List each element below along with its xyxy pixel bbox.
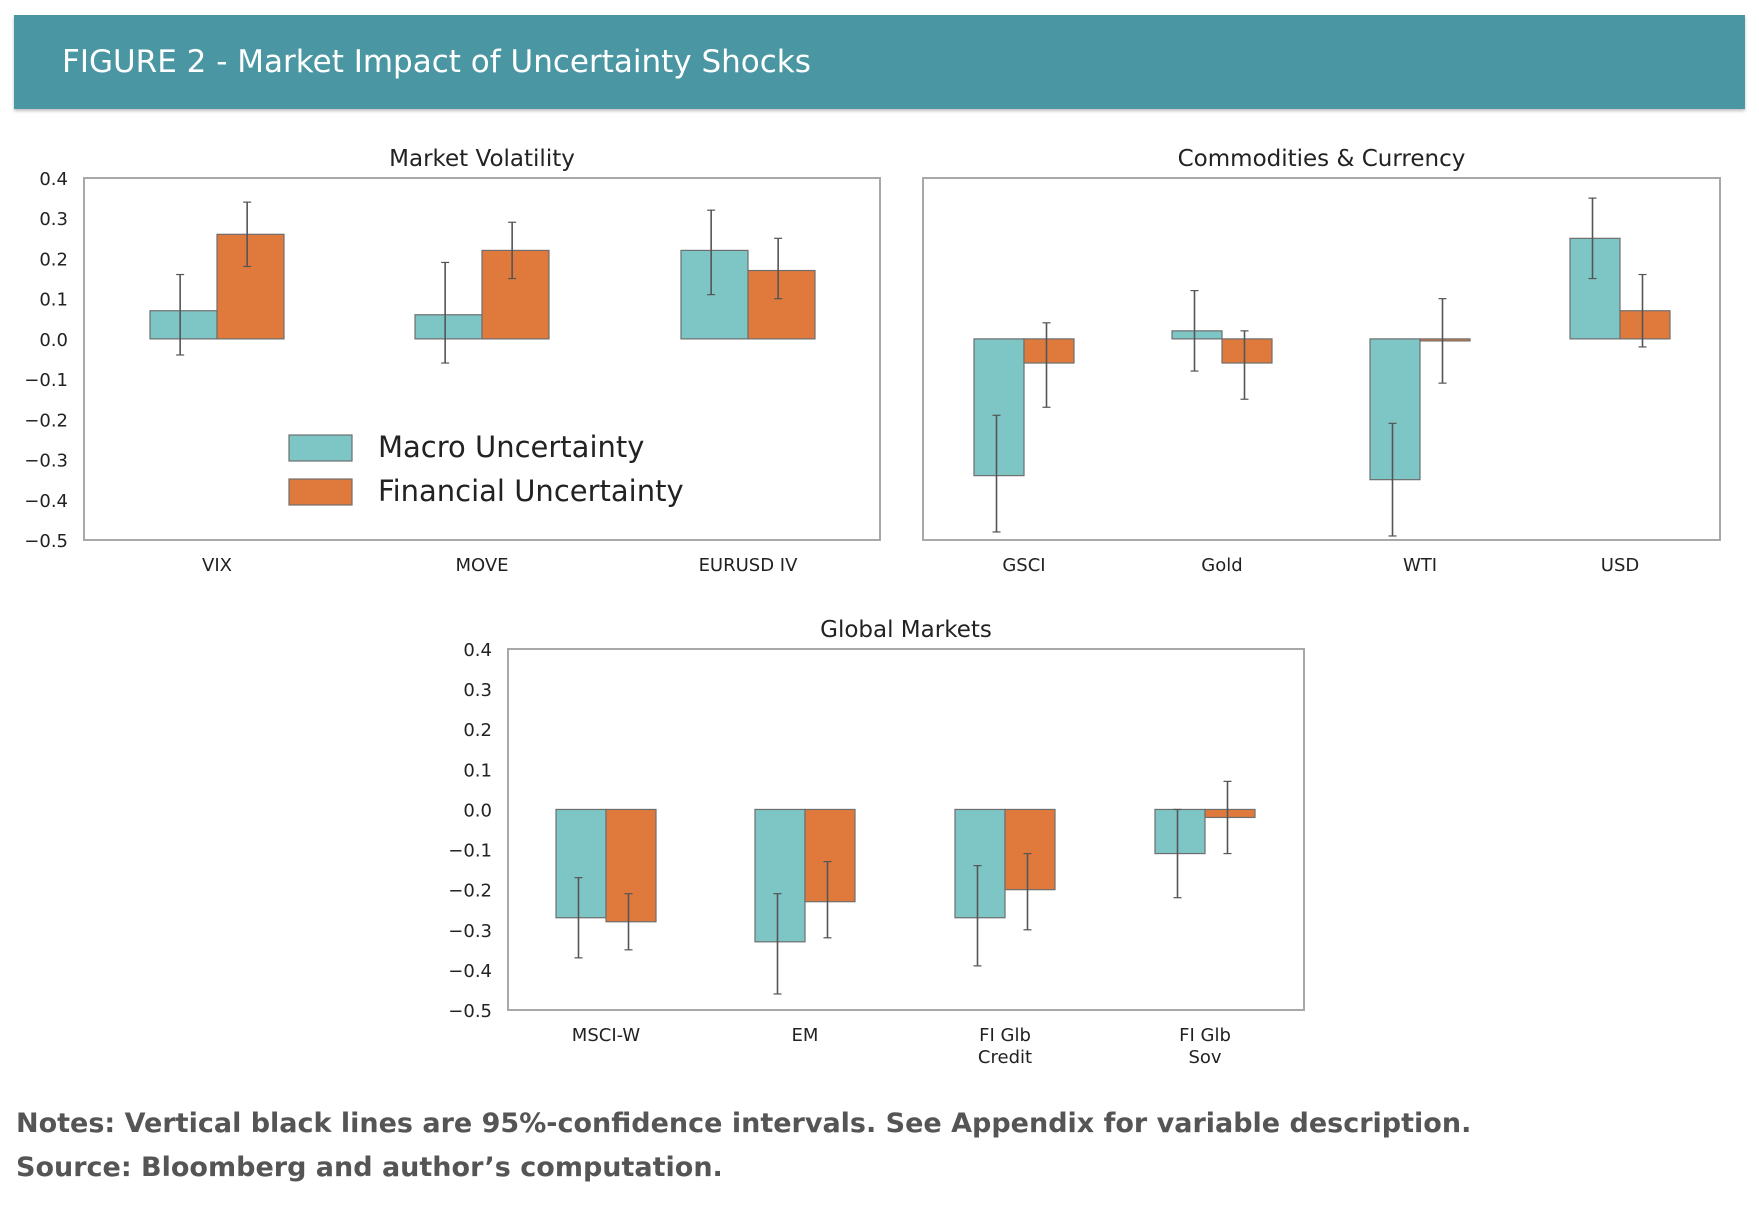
y-tick-label: 0.4	[39, 169, 68, 190]
legend-label-1: Financial Uncertainty	[378, 474, 684, 508]
y-tick-label: 0.1	[39, 290, 68, 311]
plot-frame	[507, 648, 1305, 1011]
y-tick-label: 0.3	[463, 680, 492, 701]
x-tick-label: USD	[1601, 555, 1639, 576]
y-tick-label: 0.3	[39, 209, 68, 230]
bar-series0-1	[414, 314, 483, 340]
y-tick-label: −0.3	[448, 921, 492, 942]
y-tick-label: 0.0	[463, 800, 492, 821]
bar-series0-1	[754, 808, 806, 943]
bar-series1-0	[605, 808, 657, 923]
bar-series1-1	[1221, 338, 1273, 364]
chart-title: Global Markets	[820, 617, 992, 643]
y-tick-label: 0.2	[463, 720, 492, 741]
y-tick-label: −0.5	[24, 531, 68, 552]
bar-series1-1	[804, 808, 856, 903]
y-tick-label: −0.1	[24, 370, 68, 391]
x-tick-label: WTI	[1403, 555, 1437, 576]
plot-frame	[922, 177, 1721, 541]
bar-series1-2	[1004, 808, 1056, 891]
bar-series0-3	[1569, 237, 1621, 340]
x-tick-label: FI Glb	[1179, 1025, 1231, 1046]
x-tick-label: VIX	[202, 555, 232, 576]
x-tick-label: Sov	[1188, 1047, 1221, 1068]
figure-notes: Notes: Vertical black lines are 95%-conf…	[16, 1108, 1472, 1139]
x-tick-label: EM	[792, 1025, 819, 1046]
bar-series1-3	[1619, 310, 1671, 340]
y-tick-label: 0.4	[463, 640, 492, 661]
x-tick-label: FI Glb	[979, 1025, 1031, 1046]
y-tick-label: 0.2	[39, 249, 68, 270]
bar-series1-3	[1204, 808, 1256, 819]
x-tick-label: Credit	[978, 1047, 1032, 1068]
bar-series1-2	[1419, 338, 1471, 342]
bar-series0-0	[149, 310, 218, 340]
x-tick-label: GSCI	[1002, 555, 1045, 576]
chart-title: Market Volatility	[389, 146, 575, 172]
chart-title: Commodities & Currency	[1178, 146, 1466, 172]
y-tick-label: −0.4	[448, 961, 492, 982]
y-tick-label: −0.3	[24, 451, 68, 472]
plot-frame	[83, 177, 881, 541]
legend-label-0: Macro Uncertainty	[378, 430, 644, 464]
chart-panel-2: Global Markets 0.4 0.3 0.2 0.1 0.0 −0.1 −0.2 −0.…	[448, 617, 1305, 1068]
bar-series0-0	[973, 338, 1025, 477]
bar-series0-0	[555, 808, 607, 919]
bar-series0-3	[1154, 808, 1206, 855]
bar-series0-2	[954, 808, 1006, 919]
y-tick-label: −0.2	[24, 410, 68, 431]
bar-series1-1	[481, 249, 550, 340]
y-tick-label: 0.0	[39, 330, 68, 351]
x-tick-label: MSCI-W	[572, 1025, 641, 1046]
y-tick-label: −0.4	[24, 491, 68, 512]
y-tick-label: −0.2	[448, 881, 492, 902]
bar-series0-2	[1369, 338, 1421, 481]
y-tick-label: −0.1	[448, 841, 492, 862]
chart-panel-0: Market Volatility 0.4 0.3 0.2 0.1 0.0 −0.1 −0.2…	[24, 146, 881, 576]
legend-swatch-0	[288, 434, 353, 462]
figure-source: Source: Bloomberg and author’s computati…	[16, 1152, 723, 1183]
y-tick-label: 0.1	[463, 760, 492, 781]
chart-legend: Macro Uncertainty Financial Uncertainty	[288, 430, 684, 508]
bar-series1-0	[1023, 338, 1075, 364]
y-tick-label: −0.5	[448, 1001, 492, 1022]
bar-series1-2	[747, 269, 816, 340]
x-tick-label: MOVE	[455, 555, 508, 576]
figure-header-banner: FIGURE 2 - Market Impact of Uncertainty …	[14, 15, 1745, 109]
legend-swatch-1	[288, 478, 353, 506]
figure-title: FIGURE 2 - Market Impact of Uncertainty …	[62, 44, 811, 80]
x-tick-label: EURUSD IV	[699, 555, 799, 576]
bar-series0-1	[1171, 330, 1223, 340]
bar-series1-0	[216, 233, 285, 340]
x-tick-label: Gold	[1201, 555, 1242, 576]
chart-panel-1: Commodities & Currency GSCI Gold WTI USD	[922, 146, 1721, 576]
